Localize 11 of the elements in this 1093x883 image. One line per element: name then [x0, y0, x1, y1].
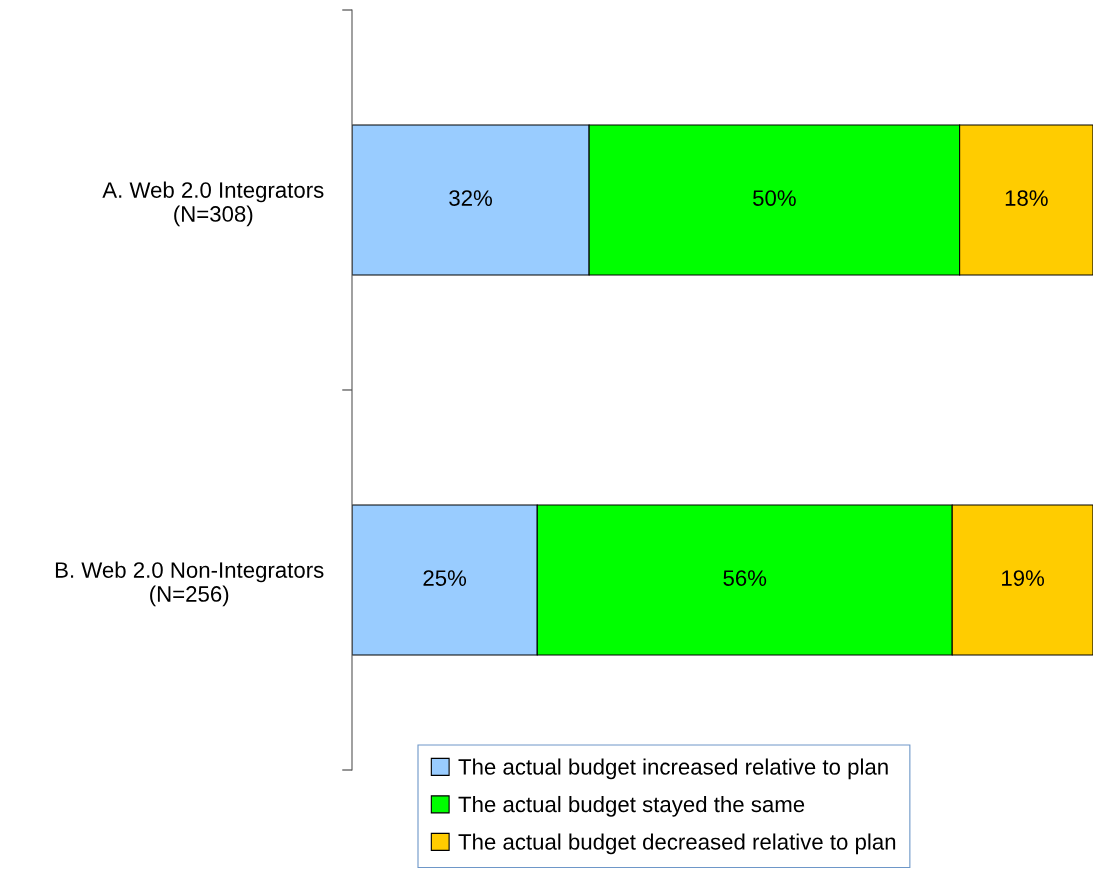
data-label: 18%	[1005, 190, 1048, 206]
legend-label: The actual budget decreased relative to plan	[458, 833, 896, 855]
data-label: 25%	[423, 570, 467, 586]
y-tick-label: A. Web 2.0 Integrators (N=308)	[102, 181, 324, 227]
data-label: 56%	[723, 570, 767, 586]
y-tick-label: B. Web 2.0 Non-Integrators (N=256)	[55, 561, 324, 607]
legend-label: The actual budget stayed the same	[458, 795, 805, 817]
data-label: 32%	[449, 190, 493, 206]
legend-label: The actual budget increased relative to plan	[458, 758, 888, 780]
data-label: 19%	[1002, 570, 1045, 586]
data-label: 50%	[753, 190, 796, 206]
